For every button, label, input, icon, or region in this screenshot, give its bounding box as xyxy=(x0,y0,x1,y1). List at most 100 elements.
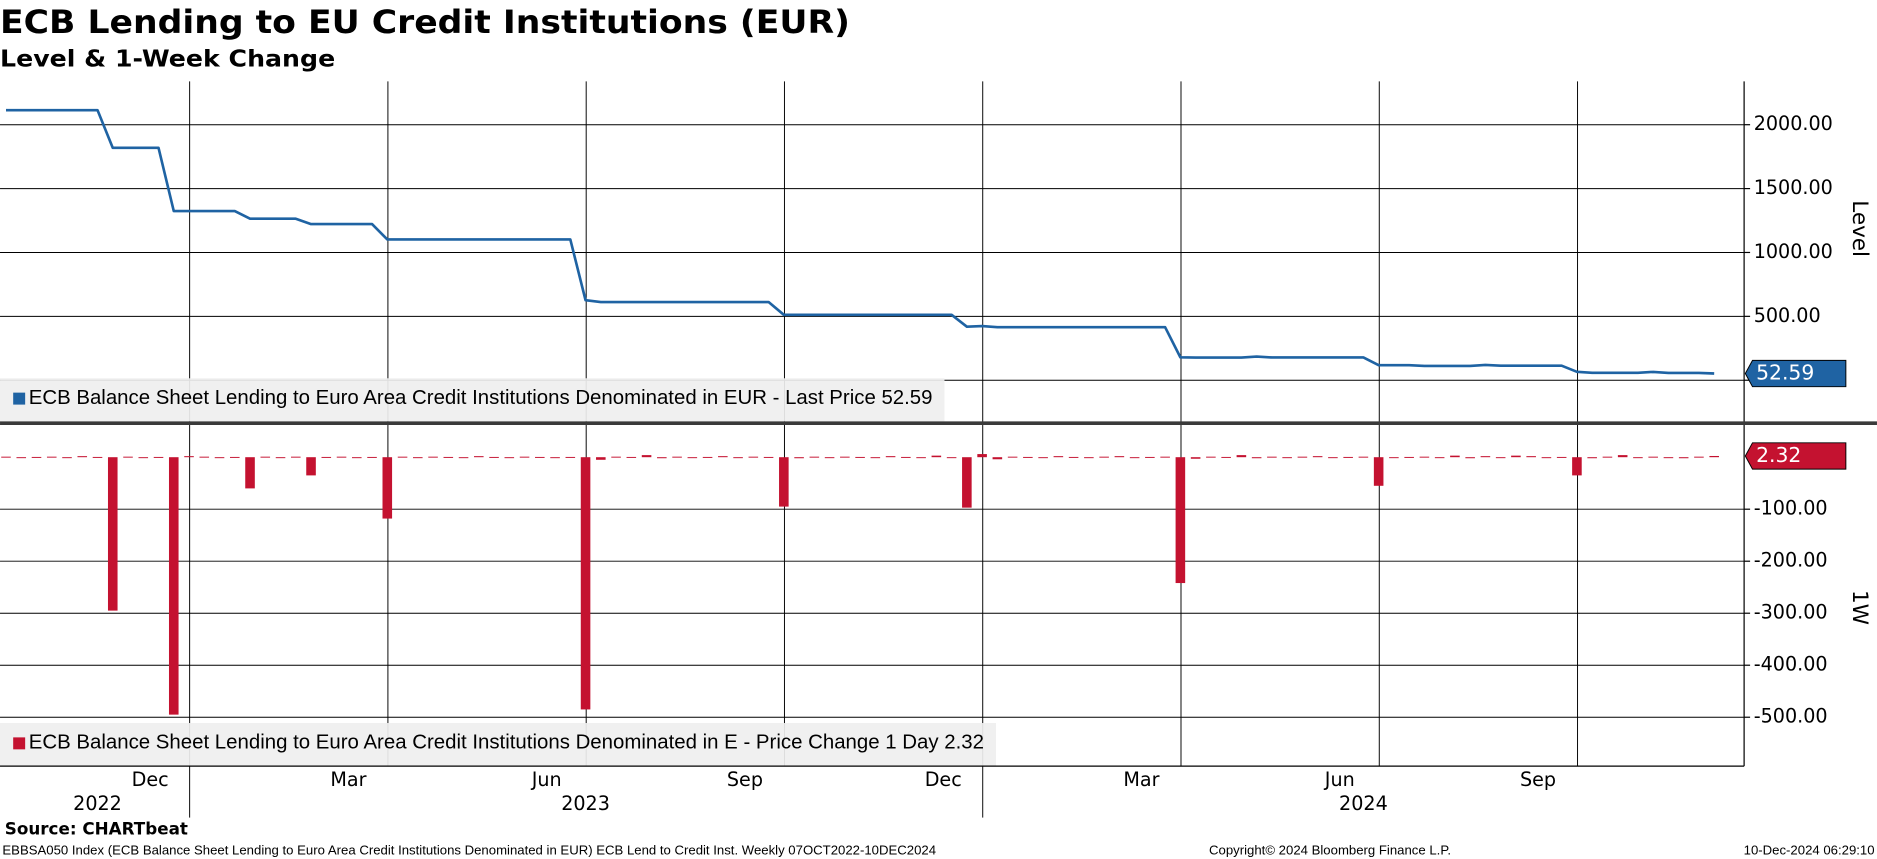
bar xyxy=(1221,456,1231,458)
bar xyxy=(1511,455,1521,458)
bar xyxy=(1282,457,1292,459)
bar xyxy=(168,457,179,715)
bar xyxy=(1114,456,1125,458)
bar xyxy=(794,457,804,459)
bar xyxy=(1572,457,1582,476)
bar xyxy=(1648,456,1658,458)
x-tick-label: Mar xyxy=(330,768,366,791)
bar xyxy=(306,457,316,476)
y-tick-label: -200.00 xyxy=(1754,549,1828,572)
bar xyxy=(260,456,271,458)
bar xyxy=(458,457,469,459)
y-tick-label: 500.00 xyxy=(1754,304,1821,327)
bar xyxy=(779,457,789,507)
bar xyxy=(1526,456,1536,458)
y-tick-label: -500.00 xyxy=(1754,705,1828,728)
legend-box xyxy=(0,723,996,767)
bar xyxy=(428,456,438,458)
bar xyxy=(519,456,530,458)
bar xyxy=(718,456,728,458)
bar xyxy=(1145,456,1155,458)
bar xyxy=(123,456,133,458)
bar xyxy=(1556,456,1567,458)
bar xyxy=(977,454,987,458)
bar xyxy=(763,456,774,458)
bar xyxy=(1663,457,1674,459)
bar xyxy=(474,456,484,458)
bar xyxy=(382,457,393,519)
bar xyxy=(1038,457,1048,459)
x-tick-label: Jun xyxy=(1324,768,1355,791)
bar xyxy=(641,455,652,458)
y-tick-label: -300.00 xyxy=(1754,601,1828,624)
bar xyxy=(946,457,957,459)
bar xyxy=(1541,457,1552,459)
bar xyxy=(31,456,42,458)
bar xyxy=(855,456,865,458)
bar xyxy=(824,457,835,459)
last-value-label: 52.59 xyxy=(1756,361,1814,385)
x-tick-label: Sep xyxy=(1520,768,1556,791)
bar xyxy=(1434,457,1445,459)
bar xyxy=(687,457,698,459)
x-tick-label: Sep xyxy=(727,768,763,791)
bar xyxy=(596,457,606,460)
bar xyxy=(352,457,362,459)
bar xyxy=(1084,457,1094,459)
bar xyxy=(748,456,759,458)
bar xyxy=(901,456,911,458)
bar xyxy=(489,456,499,458)
footer-timestamp: 10-Dec-2024 06:29:10 xyxy=(1744,843,1875,858)
bar xyxy=(336,456,347,458)
bar xyxy=(229,456,240,458)
bar xyxy=(992,457,1003,460)
bar xyxy=(1419,456,1430,458)
footer-description: EBBSA050 Index (ECB Balance Sheet Lendin… xyxy=(2,843,936,858)
bar xyxy=(245,457,255,489)
bar xyxy=(290,456,301,458)
bar xyxy=(1236,455,1247,458)
bar xyxy=(92,456,103,458)
bar xyxy=(1373,457,1384,486)
x-tick-label: Jun xyxy=(531,768,562,791)
bar xyxy=(1480,456,1491,458)
bar xyxy=(657,457,667,459)
bar xyxy=(1633,457,1643,459)
bar xyxy=(1160,456,1170,458)
bar xyxy=(535,456,545,458)
y-tick-label: -400.00 xyxy=(1754,653,1828,676)
bar xyxy=(138,457,149,459)
bar xyxy=(1312,456,1323,458)
bar xyxy=(733,457,743,459)
bar xyxy=(1404,456,1414,458)
bar xyxy=(1190,457,1201,459)
bar xyxy=(1,456,11,458)
line-series xyxy=(6,108,1715,375)
y-axis-label: 1W xyxy=(1847,590,1872,625)
bar xyxy=(153,456,164,458)
bar xyxy=(931,455,942,458)
bar xyxy=(1450,455,1460,458)
bar xyxy=(275,457,286,459)
bar xyxy=(1053,456,1064,458)
legend-swatch xyxy=(13,392,26,405)
bar xyxy=(1007,456,1018,458)
x-year-label: 2023 xyxy=(561,792,610,815)
bar xyxy=(870,457,881,459)
y-tick-label: 1500.00 xyxy=(1754,176,1833,199)
source: Source: CHARTbeat xyxy=(5,819,188,839)
x-tick-label: Mar xyxy=(1123,768,1159,791)
bar xyxy=(580,457,591,710)
bar xyxy=(1617,455,1628,458)
bar xyxy=(77,456,88,458)
legend-label: ECB Balance Sheet Lending to Euro Area C… xyxy=(29,732,984,754)
y-tick-label: 2000.00 xyxy=(1754,112,1833,135)
bar xyxy=(916,457,926,459)
bar xyxy=(413,457,423,459)
legend-label: ECB Balance Sheet Lending to Euro Area C… xyxy=(29,387,933,409)
bar xyxy=(1267,456,1277,458)
bar xyxy=(962,457,972,508)
bar xyxy=(1297,456,1308,458)
last-value-tag xyxy=(1744,442,1847,470)
bar xyxy=(1251,457,1262,459)
